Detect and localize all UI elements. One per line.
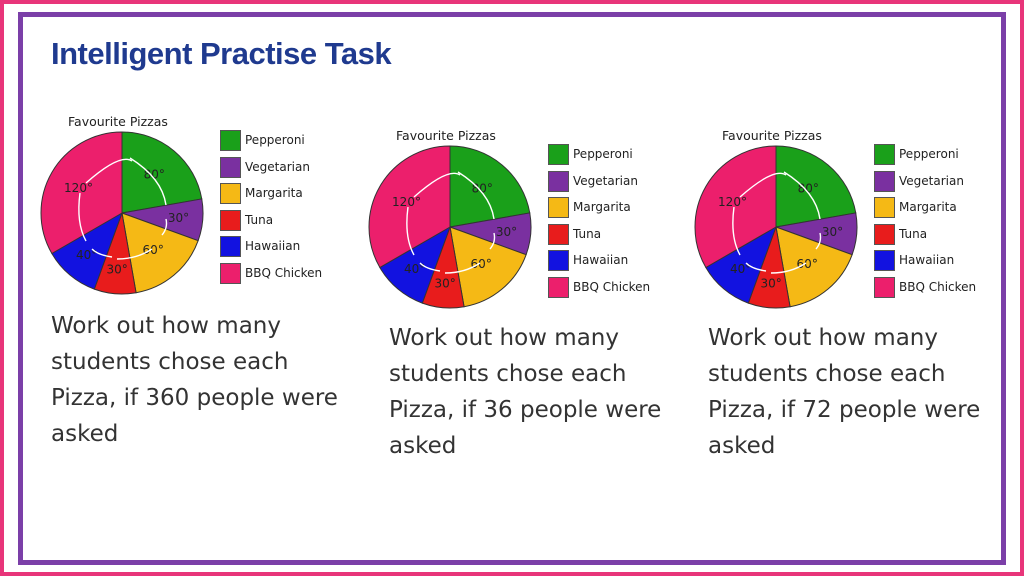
legend-label: Tuna	[573, 226, 602, 241]
legend-label: Hawaiian	[899, 253, 955, 267]
angle-arrow	[116, 248, 153, 260]
legend-swatch	[548, 197, 569, 218]
pie-slice-margarita	[775, 226, 853, 308]
slice-label-pepperoni: 80°	[798, 182, 819, 196]
pie-slice-margarita	[121, 212, 199, 294]
angle-arrow	[129, 157, 167, 206]
legend-label: Margarita	[573, 200, 631, 214]
angle-arrow	[739, 172, 787, 198]
question-3: Work out how many students chose each Pi…	[708, 325, 981, 459]
legend-swatch	[548, 276, 569, 298]
slice-label-margarita: 60°	[471, 257, 492, 271]
legend-swatch	[220, 209, 241, 231]
question-1: Work out how many students chose each Pi…	[51, 313, 338, 447]
legend-swatch	[220, 130, 241, 151]
legend-swatch	[874, 170, 895, 192]
slice-label-margarita: 60°	[143, 243, 164, 257]
slice-label-margarita: 60°	[797, 257, 818, 271]
slice-label-pepperoni: 80°	[472, 182, 493, 196]
slice-label-hawaiian: 40°	[404, 262, 425, 276]
angle-arrow	[406, 206, 415, 256]
slice-label-tuna: 30°	[106, 263, 127, 277]
chart-title: Favourite Pizzas	[68, 114, 168, 129]
angle-arrow	[91, 248, 113, 258]
legend-label: Vegetarian	[899, 173, 964, 188]
pie-slice-margarita	[449, 226, 527, 308]
legend-label: Tuna	[245, 212, 274, 227]
legend-swatch	[874, 223, 895, 245]
slide-inner-border	[18, 12, 1006, 565]
legend-swatch	[874, 276, 895, 298]
angle-arrow	[78, 192, 87, 242]
angle-arrow	[444, 262, 481, 274]
pie-slice-bbq-chicken	[694, 145, 777, 269]
legend-label: BBQ Chicken	[245, 265, 323, 280]
legend-label: Hawaiian	[573, 253, 629, 267]
slice-label-bbq-chicken: 120°	[392, 195, 421, 209]
legend-swatch	[548, 250, 569, 271]
slice-label-bbq-chicken: 120°	[718, 195, 747, 209]
legend-label: Pepperoni	[245, 133, 305, 147]
legend-label: Vegetarian	[245, 159, 310, 174]
pie-slice-bbq-chicken	[40, 131, 123, 255]
angle-arrow	[783, 171, 821, 220]
legend-label: BBQ Chicken	[899, 279, 977, 294]
pie-slice-pepperoni	[121, 131, 203, 214]
pie-slice-pepperoni	[775, 145, 857, 228]
slice-label-hawaiian: 40°	[730, 262, 751, 276]
pie-chart-3: Favourite Pizzas 80° 30° 60° 30° 40° 120° Peppe…	[694, 124, 994, 324]
angle-arrow	[732, 206, 741, 256]
legend-label: Vegetarian	[573, 173, 638, 188]
legend-swatch	[548, 144, 569, 165]
angle-arrow	[85, 158, 133, 184]
slice-label-pepperoni: 80°	[144, 168, 165, 182]
legend-label: Margarita	[899, 200, 957, 214]
slice-label-vegetarian: 30°	[822, 225, 843, 239]
pie-svg: 80° 30° 60° 30° 40° 120°	[40, 131, 204, 295]
angle-arrow	[161, 218, 168, 236]
legend-label: BBQ Chicken	[573, 279, 651, 294]
angle-arrow	[419, 262, 441, 272]
angle-arrow	[489, 232, 496, 250]
legend-swatch	[874, 250, 895, 271]
pie-svg: 80° 30° 60° 30° 40° 120°	[368, 145, 532, 309]
chart-title: Favourite Pizzas	[396, 128, 496, 143]
legend-swatch	[220, 156, 241, 178]
legend-swatch	[548, 223, 569, 245]
legend-swatch	[220, 262, 241, 284]
slice-label-tuna: 30°	[434, 277, 455, 291]
chart-title: Favourite Pizzas	[722, 128, 822, 143]
legend-label: Tuna	[899, 226, 928, 241]
pie-slice-bbq-chicken	[368, 145, 451, 269]
angle-arrow	[457, 171, 495, 220]
legend-swatch	[220, 236, 241, 257]
angle-arrow	[815, 232, 822, 250]
angle-arrow	[413, 172, 461, 198]
pie-chart-2: Favourite Pizzas 80° 30° 60° 30° 40° 120° Peppe…	[368, 124, 668, 324]
slice-label-hawaiian: 40°	[76, 248, 97, 262]
legend-swatch	[874, 144, 895, 165]
legend-swatch	[874, 197, 895, 218]
legend-label: Pepperoni	[899, 147, 959, 161]
question-2: Work out how many students chose each Pi…	[389, 325, 662, 459]
pie-chart-1: Favourite Pizzas 80° 30° 60° 30° 40° 120° Peppe…	[40, 110, 340, 310]
slice-label-vegetarian: 30°	[168, 211, 189, 225]
legend-label: Pepperoni	[573, 147, 633, 161]
legend-label: Hawaiian	[245, 239, 301, 253]
angle-arrow	[745, 262, 767, 272]
legend-label: Margarita	[245, 186, 303, 200]
slide-title: Intelligent Practise Task	[51, 36, 392, 71]
angle-arrow	[770, 262, 807, 274]
slice-label-vegetarian: 30°	[496, 225, 517, 239]
pie-slice-pepperoni	[449, 145, 531, 228]
slice-label-bbq-chicken: 120°	[64, 181, 93, 195]
legend-swatch	[220, 183, 241, 204]
slice-label-tuna: 30°	[760, 277, 781, 291]
pie-svg: 80° 30° 60° 30° 40° 120°	[694, 145, 858, 309]
legend-swatch	[548, 170, 569, 192]
